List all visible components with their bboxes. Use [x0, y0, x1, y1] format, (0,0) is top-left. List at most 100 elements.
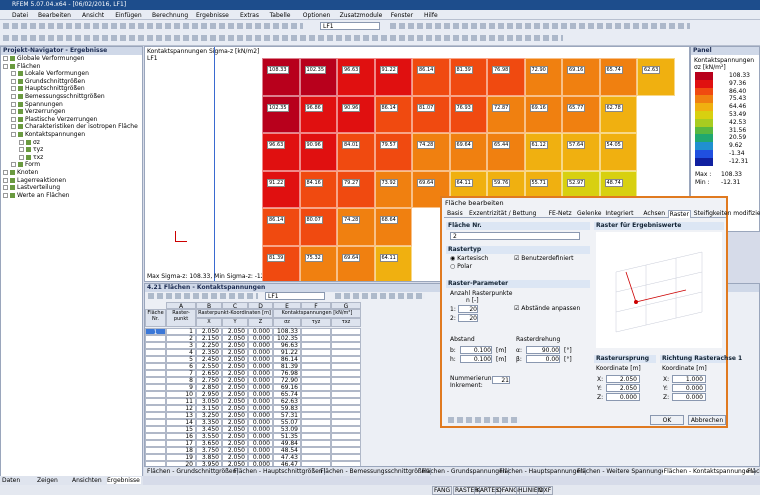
menu-item[interactable]: Ansicht [82, 12, 105, 19]
menu-item[interactable]: Extras [240, 12, 259, 19]
sheet-tab[interactable]: Flächen - Vergleichsspannungen - von Mis… [746, 468, 760, 475]
n1[interactable]: 20 [458, 305, 478, 313]
sheet-tab[interactable]: Flächen - Grundschnittgrößen [147, 468, 239, 475]
menu-item[interactable]: Ergebnisse [196, 12, 229, 19]
dialog-tab[interactable]: Exzentrizität / Bettung [469, 210, 537, 217]
menu-item[interactable]: Einfügen [115, 12, 142, 19]
coord[interactable]: 0.000 [672, 384, 706, 392]
label: X: [663, 376, 670, 383]
sheet-tab[interactable]: Flächen - Bemessungsschnittgrößen [320, 468, 432, 475]
tree-toggle[interactable] [11, 162, 16, 168]
tree-item[interactable]: Plastische Verzerrungen [25, 115, 98, 123]
tree-toggle[interactable] [19, 147, 24, 153]
tree-item[interactable]: Lagerreaktionen [17, 176, 67, 184]
check-adjust[interactable]: ☑ Abstände anpassen [514, 305, 581, 312]
beta[interactable]: 0.00 [526, 355, 560, 363]
tree-toggle[interactable] [19, 139, 24, 145]
tree-toggle[interactable] [11, 132, 16, 137]
dialog-tab[interactable]: Achsen [643, 210, 666, 217]
cell: 2.050 [222, 356, 248, 363]
dialog-tab[interactable]: FE-Netz [548, 210, 572, 217]
cancel-button[interactable]: Abbrechen [688, 415, 726, 425]
nav-tab[interactable]: Ansichten [72, 477, 102, 484]
tree-item[interactable]: Globale Verformungen [17, 55, 85, 62]
tree-toggle[interactable] [11, 86, 16, 92]
menu-item[interactable]: Zusatzmodule [339, 12, 383, 19]
tree-item[interactable]: Werte an Flächen [17, 191, 70, 199]
table-case[interactable]: LF1 [265, 292, 325, 300]
tree-item[interactable]: Grundschnittgrößen [25, 77, 86, 85]
sheet-tab[interactable]: Flächen - Grundspannungen [421, 468, 509, 475]
n2[interactable]: 20 [458, 314, 478, 322]
nav-tab[interactable]: Ergebnisse [107, 477, 141, 484]
coord[interactable]: 1.000 [672, 375, 706, 383]
tree-item[interactable]: Hauptschnittgrößen [25, 85, 85, 93]
tree-item[interactable]: Charakteristiken der isotropen Fläche [25, 123, 138, 131]
menu-item[interactable]: Fenster [390, 12, 414, 19]
dialog-tab[interactable]: Steifigkeiten modifizieren [693, 210, 760, 217]
coord[interactable]: 0.000 [606, 393, 640, 401]
status-item[interactable]: DXF [537, 486, 554, 495]
tree-item[interactable]: Form [25, 161, 41, 169]
tree-toggle[interactable] [3, 170, 8, 175]
tree-toggle[interactable] [11, 94, 16, 99]
sheet-tab[interactable]: Flächen - Hauptschnittgrößen [233, 468, 325, 475]
tree-item[interactable]: σz [33, 138, 40, 146]
b[interactable]: 0.100 [460, 346, 492, 354]
cell: 2 [166, 335, 196, 342]
radio-cartesian[interactable]: ◉ Kartesisch [450, 255, 489, 262]
menu-item[interactable]: Datei [12, 12, 29, 19]
dialog-tab[interactable]: Integriert [605, 210, 634, 217]
radio-polar[interactable]: ○ Polar [450, 263, 473, 270]
tree-toggle[interactable] [19, 154, 24, 160]
tree-item[interactable]: τyz [33, 146, 44, 154]
tree-item[interactable]: Lokale Verformungen [25, 70, 89, 78]
dialog-tab[interactable]: Gelenke [577, 210, 602, 217]
tree-toggle[interactable] [11, 78, 16, 84]
menu-item[interactable]: Berechnung [152, 12, 189, 19]
tree-item[interactable]: τxz [33, 153, 44, 161]
label: Abstände anpassen [521, 305, 581, 312]
tree-toggle[interactable] [3, 177, 8, 183]
coord[interactable]: 0.000 [672, 393, 706, 401]
tree-item[interactable]: Lastverteilung [17, 184, 60, 192]
stress-cell [337, 95, 375, 133]
tree-toggle[interactable] [11, 116, 16, 122]
tree-item[interactable]: Kontaktspannungen [25, 131, 86, 138]
tree-toggle[interactable] [3, 56, 8, 61]
tree-item[interactable]: Spannungen [25, 100, 63, 108]
tree-toggle[interactable] [11, 109, 16, 115]
tree-item[interactable]: Bemessungsschnittgrößen [25, 93, 105, 100]
nav-tab[interactable]: Daten [2, 477, 21, 484]
tree-toggle[interactable] [11, 71, 16, 77]
tree-toggle[interactable] [11, 101, 16, 107]
check-user[interactable]: ☑ Benutzerdefiniert [514, 255, 574, 262]
menu-item[interactable]: Hilfe [424, 12, 438, 19]
tree-item[interactable]: Verzerrungen [25, 108, 66, 116]
stress-label: 80.07 [304, 216, 323, 224]
tree-item[interactable]: Knoten [17, 169, 39, 176]
tree-item[interactable]: Flächen [17, 62, 41, 70]
alpha[interactable]: 90.00 [526, 346, 560, 354]
sheet-tab[interactable]: Flächen - Kontaktspannungen [662, 468, 756, 475]
dialog-tab[interactable]: Raster [667, 210, 691, 218]
sheet-tab[interactable]: Flächen - Hauptspannungen [499, 468, 586, 475]
menu-item[interactable]: Optionen [302, 12, 331, 19]
case-select[interactable]: LF1 [320, 22, 380, 30]
nav-tab[interactable]: Zeigen [37, 477, 58, 484]
tree-toggle[interactable] [11, 124, 16, 130]
menu-item[interactable]: Tabelle [269, 12, 291, 19]
coord[interactable]: 2.050 [606, 384, 640, 392]
status-item[interactable]: FANG [432, 486, 453, 495]
dialog-tab[interactable]: Basis [447, 210, 463, 217]
tree-toggle[interactable] [3, 192, 8, 198]
coord[interactable]: 2.050 [606, 375, 640, 383]
sheet-tab[interactable]: Flächen - Weitere Spannungen [577, 468, 672, 475]
tree-toggle[interactable] [3, 185, 8, 191]
increment[interactable]: 21 [492, 376, 510, 384]
tree-toggle[interactable] [3, 63, 8, 69]
ok-button[interactable]: OK [650, 415, 684, 425]
h[interactable]: 0.100 [460, 355, 492, 363]
menu-item[interactable]: Bearbeiten [38, 12, 71, 19]
surface-no[interactable]: 2 [450, 232, 580, 240]
